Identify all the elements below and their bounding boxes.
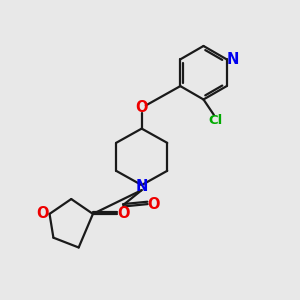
Text: O: O	[118, 206, 130, 221]
Text: O: O	[148, 196, 160, 211]
Text: O: O	[135, 100, 148, 115]
Text: Cl: Cl	[208, 114, 223, 127]
Text: N: N	[136, 179, 148, 194]
Text: N: N	[227, 52, 239, 67]
Text: O: O	[37, 206, 49, 221]
